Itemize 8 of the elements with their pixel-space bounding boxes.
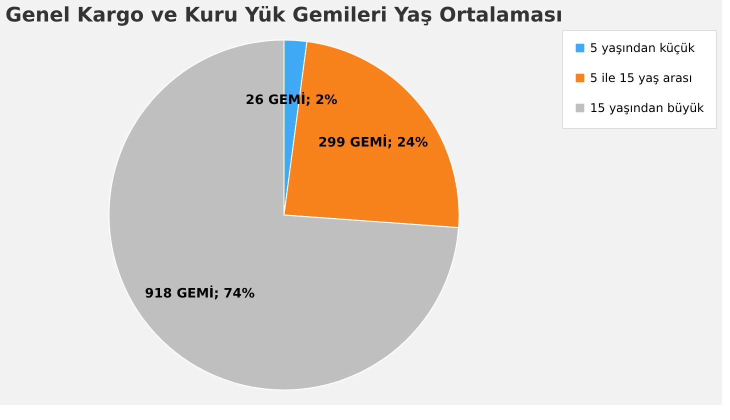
chart-title: Genel Kargo ve Kuru Yük Gemileri Yaş Ortalaması (5, 2, 563, 26)
data-label: 918 GEMİ; 74% (144, 284, 255, 302)
data-label: 26 GEMİ; 2% (246, 91, 338, 108)
legend-label: 15 yaşından büyük (590, 101, 704, 115)
pie-slice (108, 40, 460, 390)
legend-label: 5 ile 15 yaş arası (590, 71, 692, 85)
legend-label: 5 yaşından küçük (590, 41, 695, 55)
data-label: 299 GEMİ; 24% (318, 133, 428, 150)
